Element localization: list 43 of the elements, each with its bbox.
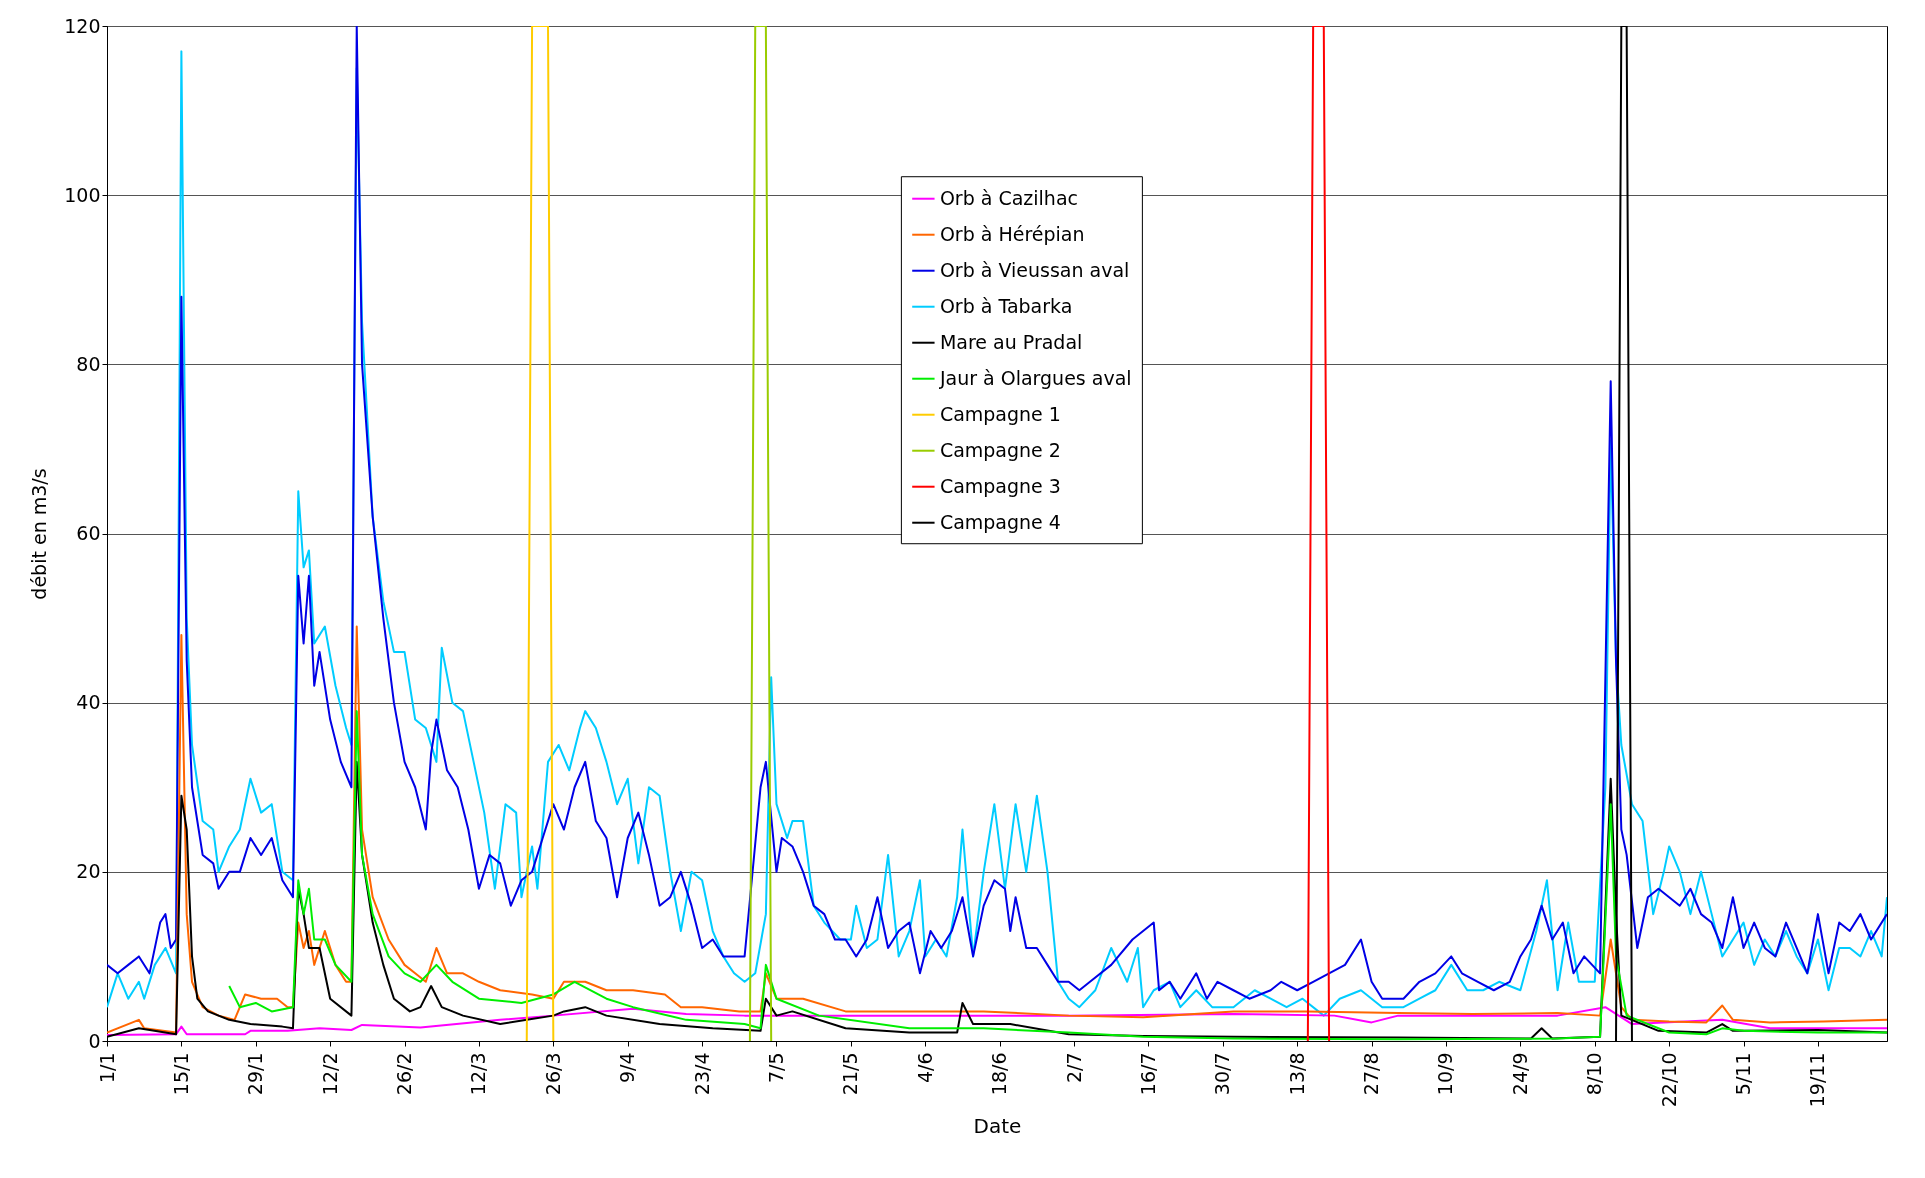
x-tick-label: 8/10	[1583, 1052, 1606, 1096]
x-tick-label: 16/7	[1136, 1052, 1159, 1096]
legend-label: Campagne 2	[939, 438, 1061, 461]
legend-label: Campagne 3	[939, 474, 1061, 497]
x-tick-label: 18/6	[988, 1052, 1011, 1096]
x-tick-label: 21/5	[839, 1052, 862, 1096]
legend-label: Mare au Pradal	[939, 330, 1083, 353]
x-tick-label: 5/11	[1732, 1052, 1755, 1096]
x-axis-title: Date	[973, 1114, 1022, 1139]
x-tick-label: 9/4	[616, 1052, 639, 1084]
y-tick-label: 100	[64, 183, 101, 206]
y-tick-label: 0	[88, 1029, 101, 1052]
x-tick-label: 23/4	[690, 1052, 713, 1096]
legend-label: Orb à Cazilhac	[939, 186, 1079, 209]
x-tick-label: 2/7	[1062, 1052, 1085, 1084]
y-axis-title: débit en m3/s	[28, 468, 51, 600]
legend-label: Orb à Vieussan aval	[939, 258, 1130, 281]
x-tick-label: 1/1	[95, 1052, 118, 1084]
x-tick-label: 22/10	[1657, 1052, 1680, 1108]
y-tick-label: 80	[76, 352, 101, 375]
x-tick-label: 4/6	[913, 1052, 936, 1084]
x-tick-label: 13/8	[1285, 1052, 1308, 1096]
x-tick-label: 15/1	[169, 1052, 192, 1096]
x-tick-label: 12/2	[318, 1052, 341, 1096]
x-tick-label: 29/1	[244, 1052, 267, 1096]
x-tick-label: 27/8	[1360, 1052, 1383, 1096]
x-tick-label: 24/9	[1508, 1052, 1531, 1096]
legend-label: Orb à Hérépian	[939, 222, 1085, 245]
y-tick-label: 20	[76, 860, 101, 883]
x-tick-label: 7/5	[764, 1052, 787, 1084]
x-tick-label: 26/3	[541, 1052, 564, 1096]
x-tick-label: 30/7	[1211, 1052, 1234, 1096]
x-tick-label: 19/11	[1806, 1052, 1829, 1108]
x-tick-label: 26/2	[393, 1052, 416, 1096]
y-tick-label: 120	[64, 14, 101, 37]
x-tick-label: 10/9	[1434, 1052, 1457, 1096]
y-tick-label: 40	[76, 691, 101, 714]
legend-label: Orb à Tabarka	[939, 294, 1073, 317]
x-tick-label: 12/3	[467, 1052, 490, 1096]
legend-label: Jaur à Olargues aval	[938, 366, 1132, 389]
legend-label: Campagne 1	[939, 402, 1061, 425]
y-tick-label: 60	[76, 522, 101, 544]
legend-label: Campagne 4	[939, 510, 1061, 533]
